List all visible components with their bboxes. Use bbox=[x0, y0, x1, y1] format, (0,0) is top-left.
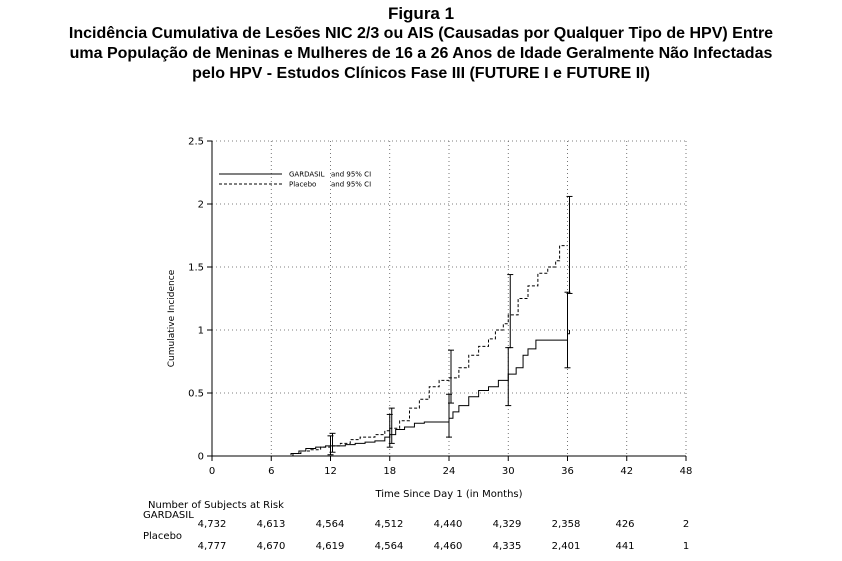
y-tick-label: 1 bbox=[198, 326, 204, 337]
risk-cell: 2 bbox=[682, 519, 690, 530]
risk-cell: 4,512 bbox=[374, 519, 404, 530]
figure-title: Incidência Cumulativa de Lesões NIC 2/3 … bbox=[6, 24, 836, 84]
risk-cell: 426 bbox=[615, 519, 635, 530]
y-tick-label: 2 bbox=[198, 200, 204, 211]
legend-suffix: and 95% CI bbox=[331, 171, 371, 179]
x-tick-label: 24 bbox=[443, 466, 456, 477]
risk-cell: 4,777 bbox=[197, 541, 227, 552]
figure-title-line: uma População de Meninas e Mulheres de 1… bbox=[69, 45, 773, 62]
figure-title-line: pelo HPV - Estudos Clínicos Fase III (FU… bbox=[192, 65, 650, 82]
legend-suffix: and 95% CI bbox=[331, 181, 371, 189]
risk-cell: 4,440 bbox=[433, 519, 463, 530]
x-tick-label: 42 bbox=[620, 466, 633, 477]
x-tick-label: 48 bbox=[680, 466, 693, 477]
risk-cell: 2,358 bbox=[551, 519, 581, 530]
figure-header: Figura 1 Incidência Cumulativa de Lesões… bbox=[0, 4, 842, 84]
series-line-placebo bbox=[212, 245, 568, 457]
series-line-gardasil bbox=[212, 330, 570, 457]
risk-cell: 1 bbox=[682, 541, 690, 552]
y-tick-label: 1.5 bbox=[188, 263, 204, 274]
x-tick-label: 12 bbox=[324, 466, 337, 477]
figure-title-line: Incidência Cumulativa de Lesões NIC 2/3 … bbox=[68, 25, 774, 42]
risk-row-label-gardasil: GARDASIL bbox=[143, 510, 194, 521]
x-axis-label: Time Since Day 1 (in Months) bbox=[374, 489, 522, 500]
risk-cell: 4,732 bbox=[197, 519, 227, 530]
x-tick-label: 18 bbox=[383, 466, 396, 477]
x-tick-label: 6 bbox=[268, 466, 274, 477]
y-axis-label: Cumulative Incidence bbox=[167, 269, 177, 367]
risk-row-label-placebo: Placebo bbox=[143, 531, 183, 542]
risk-table-heading: Number of Subjects at Risk bbox=[148, 500, 284, 511]
risk-cell: 4,335 bbox=[492, 541, 522, 552]
risk-cell: 441 bbox=[615, 541, 635, 552]
legend-label-placebo: Placebo bbox=[289, 181, 316, 189]
x-tick-label: 0 bbox=[209, 466, 215, 477]
y-tick-label: 2.5 bbox=[188, 137, 204, 148]
risk-cell: 4,670 bbox=[256, 541, 286, 552]
x-tick-label: 36 bbox=[561, 466, 574, 477]
risk-cell: 4,613 bbox=[256, 519, 286, 530]
y-tick-label: 0.5 bbox=[188, 389, 204, 400]
legend-label-gardasil: GARDASIL bbox=[289, 171, 325, 179]
risk-cell: 4,460 bbox=[433, 541, 463, 552]
y-tick-label: 0 bbox=[198, 452, 204, 463]
risk-cell: 4,564 bbox=[374, 541, 404, 552]
x-tick-label: 30 bbox=[502, 466, 515, 477]
risk-cell: 4,564 bbox=[315, 519, 345, 530]
risk-cell: 4,619 bbox=[315, 541, 345, 552]
risk-cell: 4,329 bbox=[492, 519, 522, 530]
figure-label: Figura 1 bbox=[387, 4, 455, 23]
risk-cell: 2,401 bbox=[551, 541, 581, 552]
